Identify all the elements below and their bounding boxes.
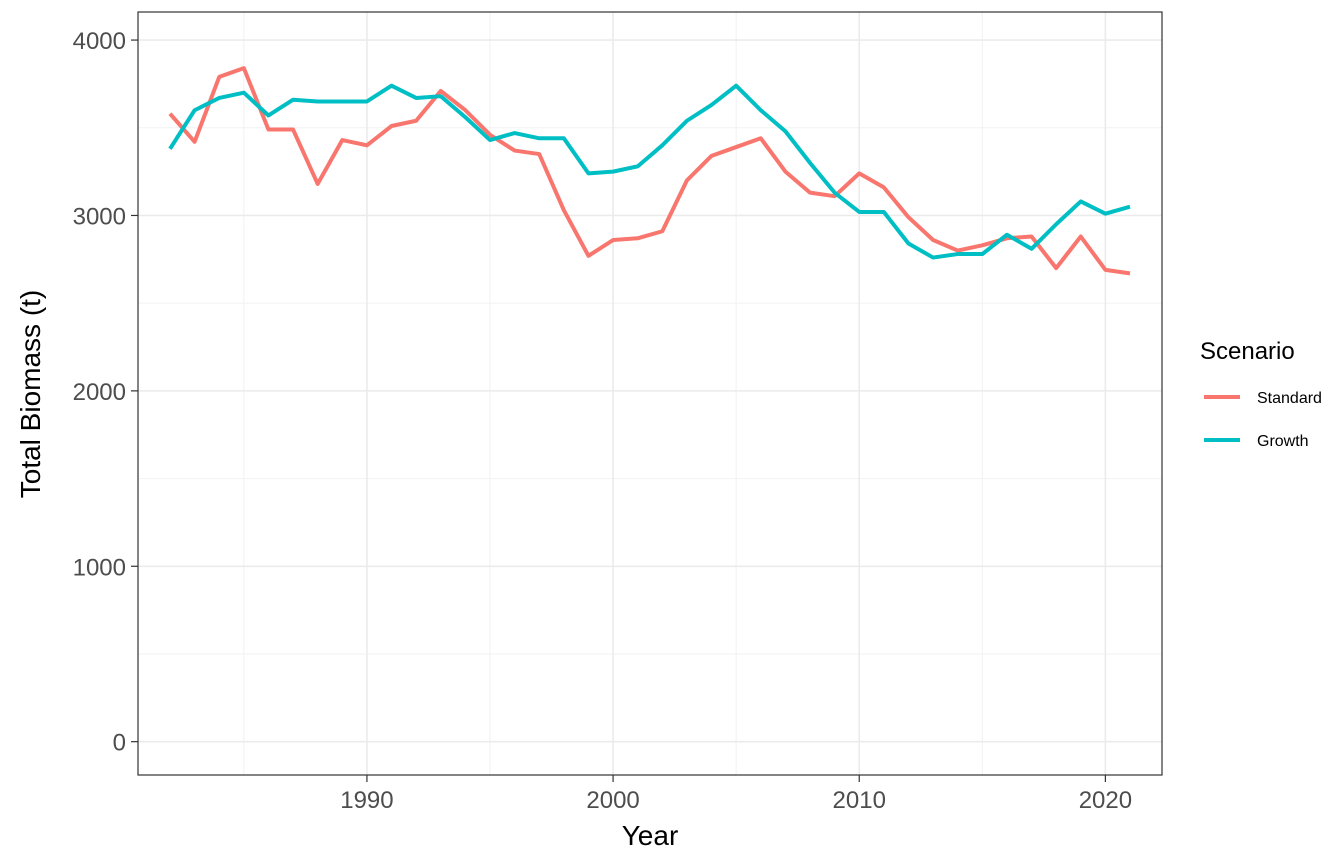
plot-panel-border <box>137 11 1163 776</box>
y-axis-title: Total Biomass (t) <box>15 290 46 499</box>
plot-background <box>138 12 1162 775</box>
y-tick-label: 1000 <box>73 554 126 581</box>
legend-label-growth: Growth <box>1257 433 1309 450</box>
y-tick-label: 3000 <box>73 203 126 230</box>
y-axis-ticks: 0 1000 2000 3000 4000 <box>73 28 138 757</box>
series-line-standard <box>168 66 1131 276</box>
series-layer <box>168 66 1131 276</box>
series-line-growth <box>168 83 1131 260</box>
legend-items: Standard Growth <box>1204 390 1322 450</box>
legend-label-standard: Standard <box>1257 390 1322 407</box>
x-axis-ticks: 1990 2000 2010 2020 <box>340 775 1132 814</box>
y-tick-label: 0 <box>113 730 126 757</box>
y-tick-label: 4000 <box>73 28 126 55</box>
legend: Scenario Standard Growth <box>1200 338 1322 450</box>
major-gridlines <box>138 12 1162 775</box>
x-tick-label: 2020 <box>1079 787 1132 814</box>
x-tick-label: 2000 <box>586 787 639 814</box>
x-tick-label: 2010 <box>833 787 886 814</box>
x-axis-title: Year <box>622 820 679 851</box>
x-tick-label: 1990 <box>340 787 393 814</box>
legend-title: Scenario <box>1200 338 1295 365</box>
y-tick-label: 2000 <box>73 379 126 406</box>
